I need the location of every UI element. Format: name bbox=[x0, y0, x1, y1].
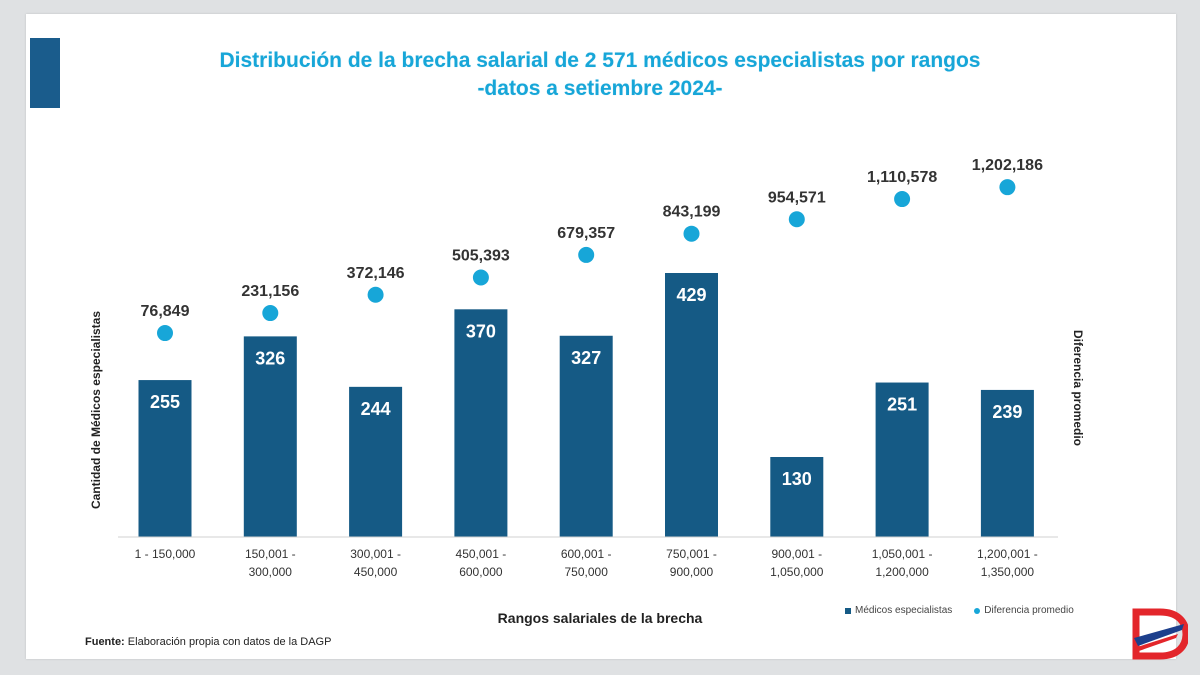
avg-difference-point bbox=[683, 225, 700, 242]
avg-difference-label: 954,571 bbox=[768, 189, 826, 206]
avg-difference-label: 372,146 bbox=[347, 265, 405, 282]
avg-difference-label: 1,202,186 bbox=[972, 157, 1043, 174]
avg-difference-point bbox=[472, 269, 489, 286]
x-tick-label: 600,001 - bbox=[561, 547, 612, 561]
avg-difference-point bbox=[894, 191, 911, 208]
avg-difference-point bbox=[367, 286, 384, 303]
bar bbox=[875, 382, 929, 537]
x-tick-label: 450,000 bbox=[354, 565, 398, 579]
x-tick-label: 300,000 bbox=[249, 565, 293, 579]
x-tick-label: 1,050,000 bbox=[770, 565, 824, 579]
accent-bar bbox=[30, 38, 60, 108]
legend-swatch-dots bbox=[974, 607, 981, 614]
avg-difference-label: 679,357 bbox=[557, 225, 615, 242]
legend-label-bars: Médicos especialistas bbox=[855, 605, 953, 616]
legend-label-dots: Diferencia promedio bbox=[984, 605, 1074, 616]
legend-swatch-bars bbox=[845, 607, 851, 614]
avg-difference-point bbox=[262, 305, 279, 322]
bar bbox=[665, 273, 718, 537]
bar-value-label: 327 bbox=[571, 348, 601, 368]
bar-value-label: 244 bbox=[361, 399, 391, 419]
bar-value-label: 429 bbox=[676, 285, 706, 305]
avg-difference-label: 505,393 bbox=[452, 247, 510, 264]
avg-difference-label: 231,156 bbox=[241, 283, 299, 300]
x-tick-label: 600,000 bbox=[459, 565, 503, 579]
bar-value-label: 251 bbox=[887, 395, 917, 415]
legend-item-dots: Diferencia promedio bbox=[974, 605, 1074, 616]
diario-extra-logo-icon bbox=[1132, 608, 1188, 660]
source-text: Elaboración propia con datos de la DAGP bbox=[127, 636, 332, 648]
source-label: Fuente: bbox=[85, 636, 125, 648]
bar bbox=[980, 389, 1034, 537]
x-axis-label: Rangos salariales de la brecha bbox=[497, 610, 703, 626]
avg-difference-label: 843,199 bbox=[663, 204, 721, 221]
bar bbox=[349, 386, 403, 537]
bar-value-label: 326 bbox=[255, 348, 285, 368]
x-tick-label: 900,000 bbox=[670, 565, 714, 579]
x-tick-label: 750,000 bbox=[565, 565, 609, 579]
x-tick-label: 450,001 - bbox=[456, 547, 507, 561]
legend: Médicos especialistas Diferencia promedi… bbox=[845, 605, 1074, 616]
bar-value-label: 255 bbox=[150, 392, 180, 412]
bar bbox=[770, 457, 824, 537]
bar bbox=[243, 336, 297, 537]
source-note: Fuente: Elaboración propia con datos de … bbox=[85, 636, 331, 648]
chart-subtitle: -datos a setiembre 2024- bbox=[477, 77, 723, 100]
bar bbox=[138, 380, 192, 537]
avg-difference-point bbox=[999, 179, 1016, 196]
x-tick-label: 1,200,001 - bbox=[977, 547, 1038, 561]
x-tick-label: 1 - 150,000 bbox=[135, 547, 196, 561]
x-tick-label: 1,050,001 - bbox=[872, 547, 933, 561]
x-tick-label: 900,001 - bbox=[771, 547, 822, 561]
bar-value-label: 130 bbox=[782, 469, 812, 489]
x-tick-label: 300,001 - bbox=[350, 547, 401, 561]
x-tick-label: 750,001 - bbox=[666, 547, 717, 561]
avg-difference-point bbox=[788, 211, 805, 228]
avg-difference-point bbox=[578, 246, 595, 263]
bar bbox=[454, 309, 508, 537]
bar-value-label: 370 bbox=[466, 321, 496, 341]
avg-difference-label: 1,110,578 bbox=[867, 169, 937, 186]
avg-difference-label: 76,849 bbox=[141, 303, 190, 320]
chart-title: Distribución de la brecha salarial de 2 … bbox=[219, 49, 981, 72]
x-tick-label: 1,350,000 bbox=[981, 565, 1035, 579]
avg-difference-point bbox=[157, 325, 173, 342]
legend-item-bars: Médicos especialistas bbox=[845, 605, 952, 616]
x-tick-label: 1,200,000 bbox=[875, 565, 929, 579]
bar-value-label: 239 bbox=[992, 402, 1022, 422]
x-tick-label: 150,001 - bbox=[245, 547, 296, 561]
bar bbox=[559, 335, 613, 537]
